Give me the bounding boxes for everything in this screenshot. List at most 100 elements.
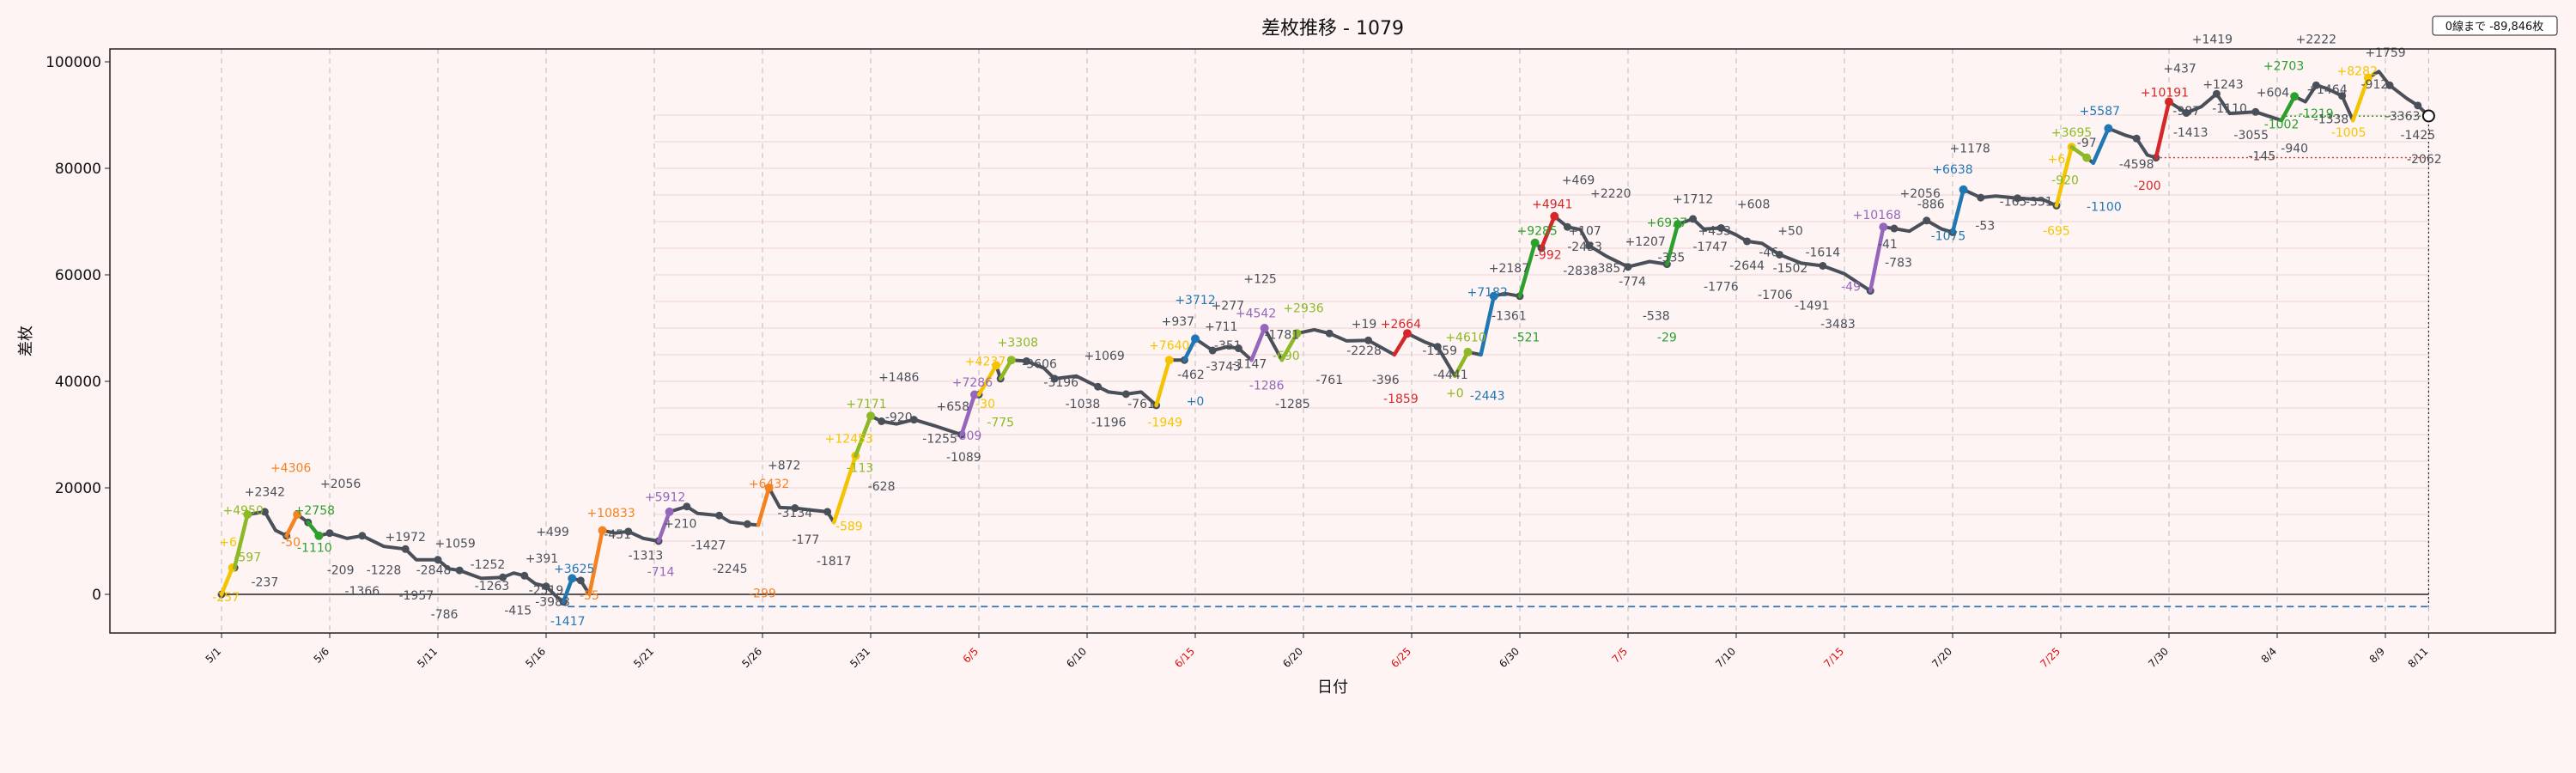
data-label: -257 xyxy=(212,591,240,605)
highlight-segment xyxy=(959,393,977,437)
data-label: -912 xyxy=(2361,78,2389,92)
data-label: +7640 xyxy=(1149,339,1189,353)
line-point xyxy=(1819,261,1827,270)
data-label: -177 xyxy=(793,533,820,547)
data-label: -1614 xyxy=(1805,246,1840,259)
label-layer: -257 +6 +4950 -597 +2342 -237 +4306 -50 +2758 -11… xyxy=(212,33,2442,629)
data-label: -2443 xyxy=(1470,390,1505,404)
highlight-point xyxy=(2165,97,2173,107)
data-label: -55 xyxy=(580,589,599,603)
highlight-point xyxy=(1164,356,1174,365)
line-point xyxy=(1563,222,1571,231)
data-label: -50 xyxy=(281,536,301,550)
plot-frame xyxy=(109,48,2556,634)
data-label: +658 xyxy=(937,400,969,414)
data-label: +5912 xyxy=(645,491,685,505)
data-label: +9285 xyxy=(1516,225,1557,239)
highlight-segment xyxy=(219,565,234,597)
data-label: +277 xyxy=(1212,299,1244,313)
data-label: -462 xyxy=(1177,368,1205,382)
data-label: -2433 xyxy=(1567,240,1602,254)
line-point xyxy=(1121,390,1130,399)
data-label: +10833 xyxy=(586,507,635,520)
highlight-point xyxy=(1489,291,1498,301)
data-label: -4598 xyxy=(2119,158,2154,172)
data-label: +7286 xyxy=(952,376,993,390)
highlight-point xyxy=(598,526,607,535)
data-label: -1502 xyxy=(1773,262,1808,276)
highlight-segment xyxy=(2279,94,2297,123)
highlight-point xyxy=(1550,211,1559,221)
data-label: +1759 xyxy=(2365,46,2405,60)
data-label: -200 xyxy=(2134,180,2161,193)
data-label: +4306 xyxy=(270,461,311,475)
highlight-segment xyxy=(1154,357,1172,408)
data-label: -992 xyxy=(1534,248,1562,262)
line-point xyxy=(1624,263,1632,271)
y-tick-label: 80000 xyxy=(55,161,101,178)
highlight-point xyxy=(2082,153,2092,162)
data-label: +2664 xyxy=(1381,318,1421,332)
data-label: -46 xyxy=(1759,246,1778,259)
data-label: +2703 xyxy=(2263,59,2304,73)
data-label: -237 xyxy=(252,576,279,590)
line-point xyxy=(434,556,442,564)
data-label: +3308 xyxy=(998,337,1038,350)
data-label: -1100 xyxy=(2087,201,2122,215)
data-label: -940 xyxy=(2281,142,2308,155)
highlight-segment xyxy=(1249,326,1267,362)
data-label: +499 xyxy=(536,526,568,539)
y-tick-label: 0 xyxy=(92,587,101,604)
data-label: +8282 xyxy=(2337,65,2378,79)
data-label: -1413 xyxy=(2173,126,2208,140)
data-label: +2342 xyxy=(245,485,285,499)
data-label: -335 xyxy=(1658,252,1686,265)
data-label: -41 xyxy=(1878,238,1898,252)
data-label: +1059 xyxy=(434,537,475,551)
data-label: -1949 xyxy=(1147,417,1182,430)
data-label: -695 xyxy=(2043,225,2070,239)
data-label: +3712 xyxy=(1175,294,1215,307)
data-label: -589 xyxy=(835,520,863,534)
data-label: -3055 xyxy=(2233,129,2269,143)
highlight-point xyxy=(665,507,674,516)
data-label: -2519 xyxy=(529,584,564,598)
data-label: +0 xyxy=(1446,387,1464,401)
data-label: +872 xyxy=(768,459,800,472)
data-label: -1110 xyxy=(2212,102,2247,116)
data-label: +10168 xyxy=(1853,209,1901,222)
line-point xyxy=(455,566,464,575)
data-label: -1196 xyxy=(1091,417,1127,430)
data-label: +2936 xyxy=(1283,301,1323,315)
data-label: -3483 xyxy=(1820,318,1856,332)
line-point xyxy=(1094,382,1103,391)
data-label: -1159 xyxy=(1422,344,1457,358)
data-label: -113 xyxy=(847,461,874,475)
data-label: +711 xyxy=(1205,320,1237,334)
highlight-segment xyxy=(2350,76,2371,123)
highlight-segment xyxy=(831,453,858,525)
data-label: -1110 xyxy=(297,541,332,555)
data-label: -1219 xyxy=(2299,107,2334,121)
data-label: -775 xyxy=(987,417,1014,430)
data-label: -49 xyxy=(1841,281,1861,295)
line-point xyxy=(791,504,799,513)
data-label: +437 xyxy=(2163,62,2196,76)
y-tick-label: 40000 xyxy=(55,374,101,391)
data-label: -1263 xyxy=(475,580,510,593)
line-point xyxy=(260,508,269,516)
data-label: -2848 xyxy=(416,563,452,577)
data-label: -2644 xyxy=(1729,259,1765,273)
data-label: +2056 xyxy=(1900,187,1941,201)
data-label: -299 xyxy=(749,587,776,601)
data-label: -628 xyxy=(868,480,896,494)
data-label: +10191 xyxy=(2141,86,2189,100)
line-point xyxy=(1022,356,1030,365)
line-point xyxy=(715,511,724,520)
data-label: +604 xyxy=(2257,86,2290,100)
data-label: -1957 xyxy=(398,589,434,603)
line-layer xyxy=(217,70,2435,606)
data-label: -1747 xyxy=(1692,240,1728,254)
data-label: +2056 xyxy=(320,478,361,491)
